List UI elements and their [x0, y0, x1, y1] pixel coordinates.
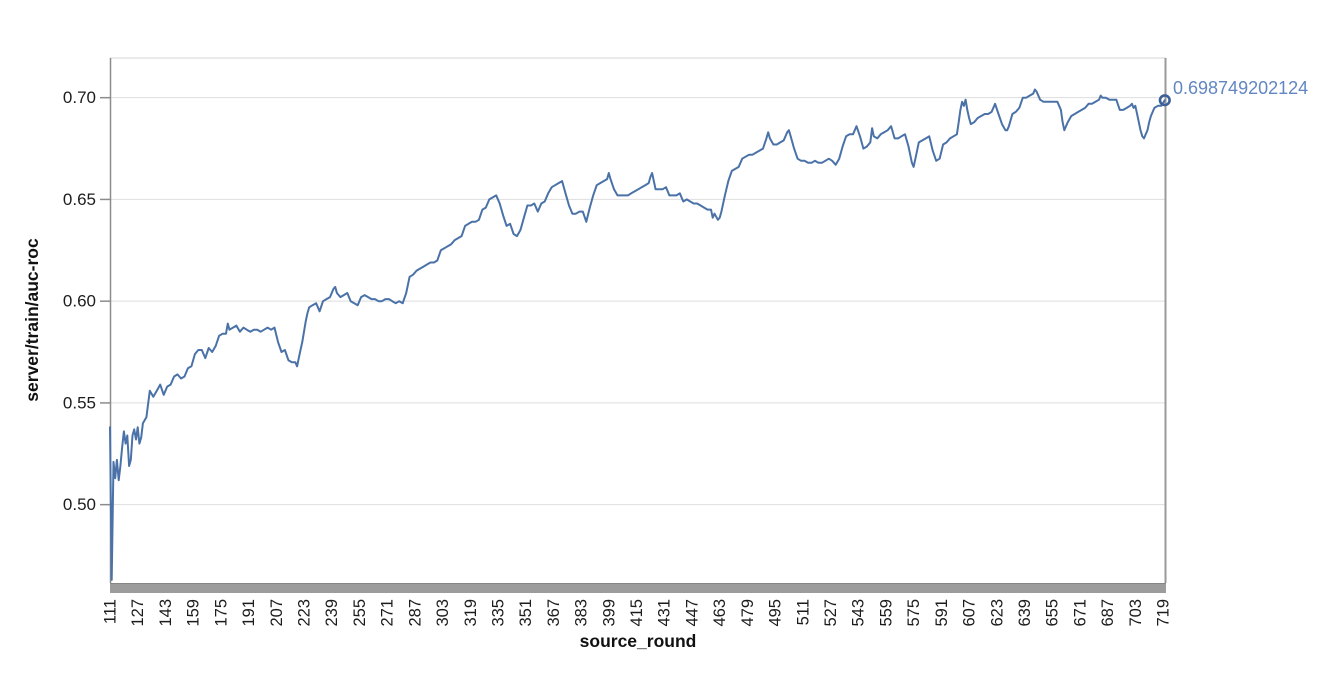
x-tick-label: 303	[434, 599, 452, 627]
x-tick-label: 703	[1127, 599, 1145, 627]
x-tick-label: 447	[683, 599, 701, 627]
x-tick-label: 399	[600, 599, 618, 627]
x-tick-label: 655	[1044, 599, 1062, 627]
x-tick-label: 543	[850, 599, 868, 627]
x-tick-label: 511	[794, 599, 812, 625]
y-tick-label: 0.70	[63, 88, 96, 107]
x-tick-label: 175	[212, 599, 230, 627]
x-tick-label: 223	[295, 599, 313, 627]
y-tick-label: 0.65	[63, 190, 96, 209]
x-tick-label: 431	[656, 599, 674, 627]
x-tick-label: 415	[628, 599, 646, 627]
x-tick-label: 367	[545, 599, 563, 627]
x-tick-label: 479	[739, 599, 757, 627]
x-tick-label: 351	[517, 599, 535, 627]
x-tick-label: 527	[822, 599, 840, 627]
x-tick-label: 495	[767, 599, 785, 627]
x-tick-label: 255	[351, 599, 369, 627]
y-tick-label: 0.60	[63, 292, 96, 311]
x-axis-title: source_round	[580, 631, 697, 651]
y-axis-title: server/train/auc-roc	[22, 238, 42, 402]
endpoint-marker[interactable]	[1158, 94, 1171, 107]
x-tick-label: 383	[573, 599, 591, 627]
y-tick-label: 0.55	[63, 393, 96, 412]
x-tick-label: 207	[268, 599, 286, 627]
x-tick-label: 607	[961, 599, 979, 627]
x-tick-label: 287	[406, 599, 424, 627]
x-tick-label: 191	[240, 599, 258, 627]
x-tick-label: 623	[988, 599, 1006, 627]
x-tick-label: 319	[462, 599, 480, 627]
x-tick-label: 639	[1016, 599, 1034, 627]
x-tick-label: 591	[933, 599, 951, 627]
endpoint-value-label: 0.698749202124	[1173, 78, 1308, 98]
x-tick-label: 335	[489, 599, 507, 627]
x-tick-label: 239	[323, 599, 341, 627]
metric-line-series	[109, 88, 1166, 581]
x-axis-band[interactable]	[110, 583, 1166, 594]
x-tick-label: 575	[905, 599, 923, 627]
x-tick-label: 671	[1071, 599, 1089, 627]
gridlines: 0.50 0.55 0.60 0.65 0.70	[63, 88, 1166, 514]
x-tick-label: 159	[185, 599, 203, 627]
x-tick-label: 687	[1099, 599, 1117, 627]
plot-area[interactable]	[110, 58, 1166, 583]
x-tick-label: 271	[379, 599, 397, 627]
metric-line-path	[109, 88, 1166, 581]
x-tick-label: 559	[877, 599, 895, 627]
x-tick-label: 719	[1155, 599, 1173, 627]
x-tick-label: 463	[711, 599, 729, 627]
x-tick-label: 127	[129, 599, 147, 627]
x-tick-labels: 111 127 143 159 175 191 207 223 239 255 271 287 303 3…	[102, 599, 1173, 627]
y-tick-label: 0.50	[63, 495, 96, 514]
x-tick-label: 143	[157, 599, 175, 627]
x-tick-label: 111	[102, 599, 120, 624]
